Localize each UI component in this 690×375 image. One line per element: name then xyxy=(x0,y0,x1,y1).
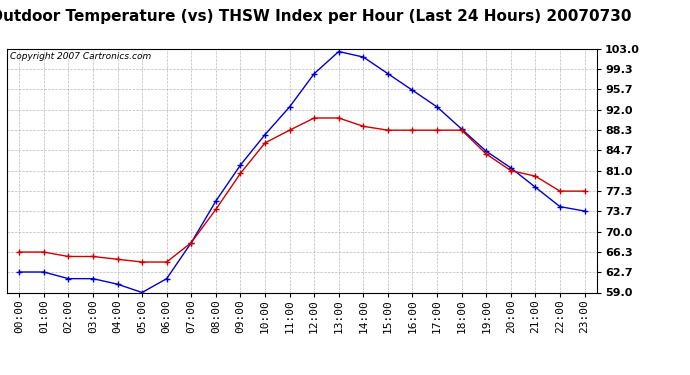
Text: Copyright 2007 Cartronics.com: Copyright 2007 Cartronics.com xyxy=(10,53,151,62)
Text: Outdoor Temperature (vs) THSW Index per Hour (Last 24 Hours) 20070730: Outdoor Temperature (vs) THSW Index per … xyxy=(0,9,631,24)
